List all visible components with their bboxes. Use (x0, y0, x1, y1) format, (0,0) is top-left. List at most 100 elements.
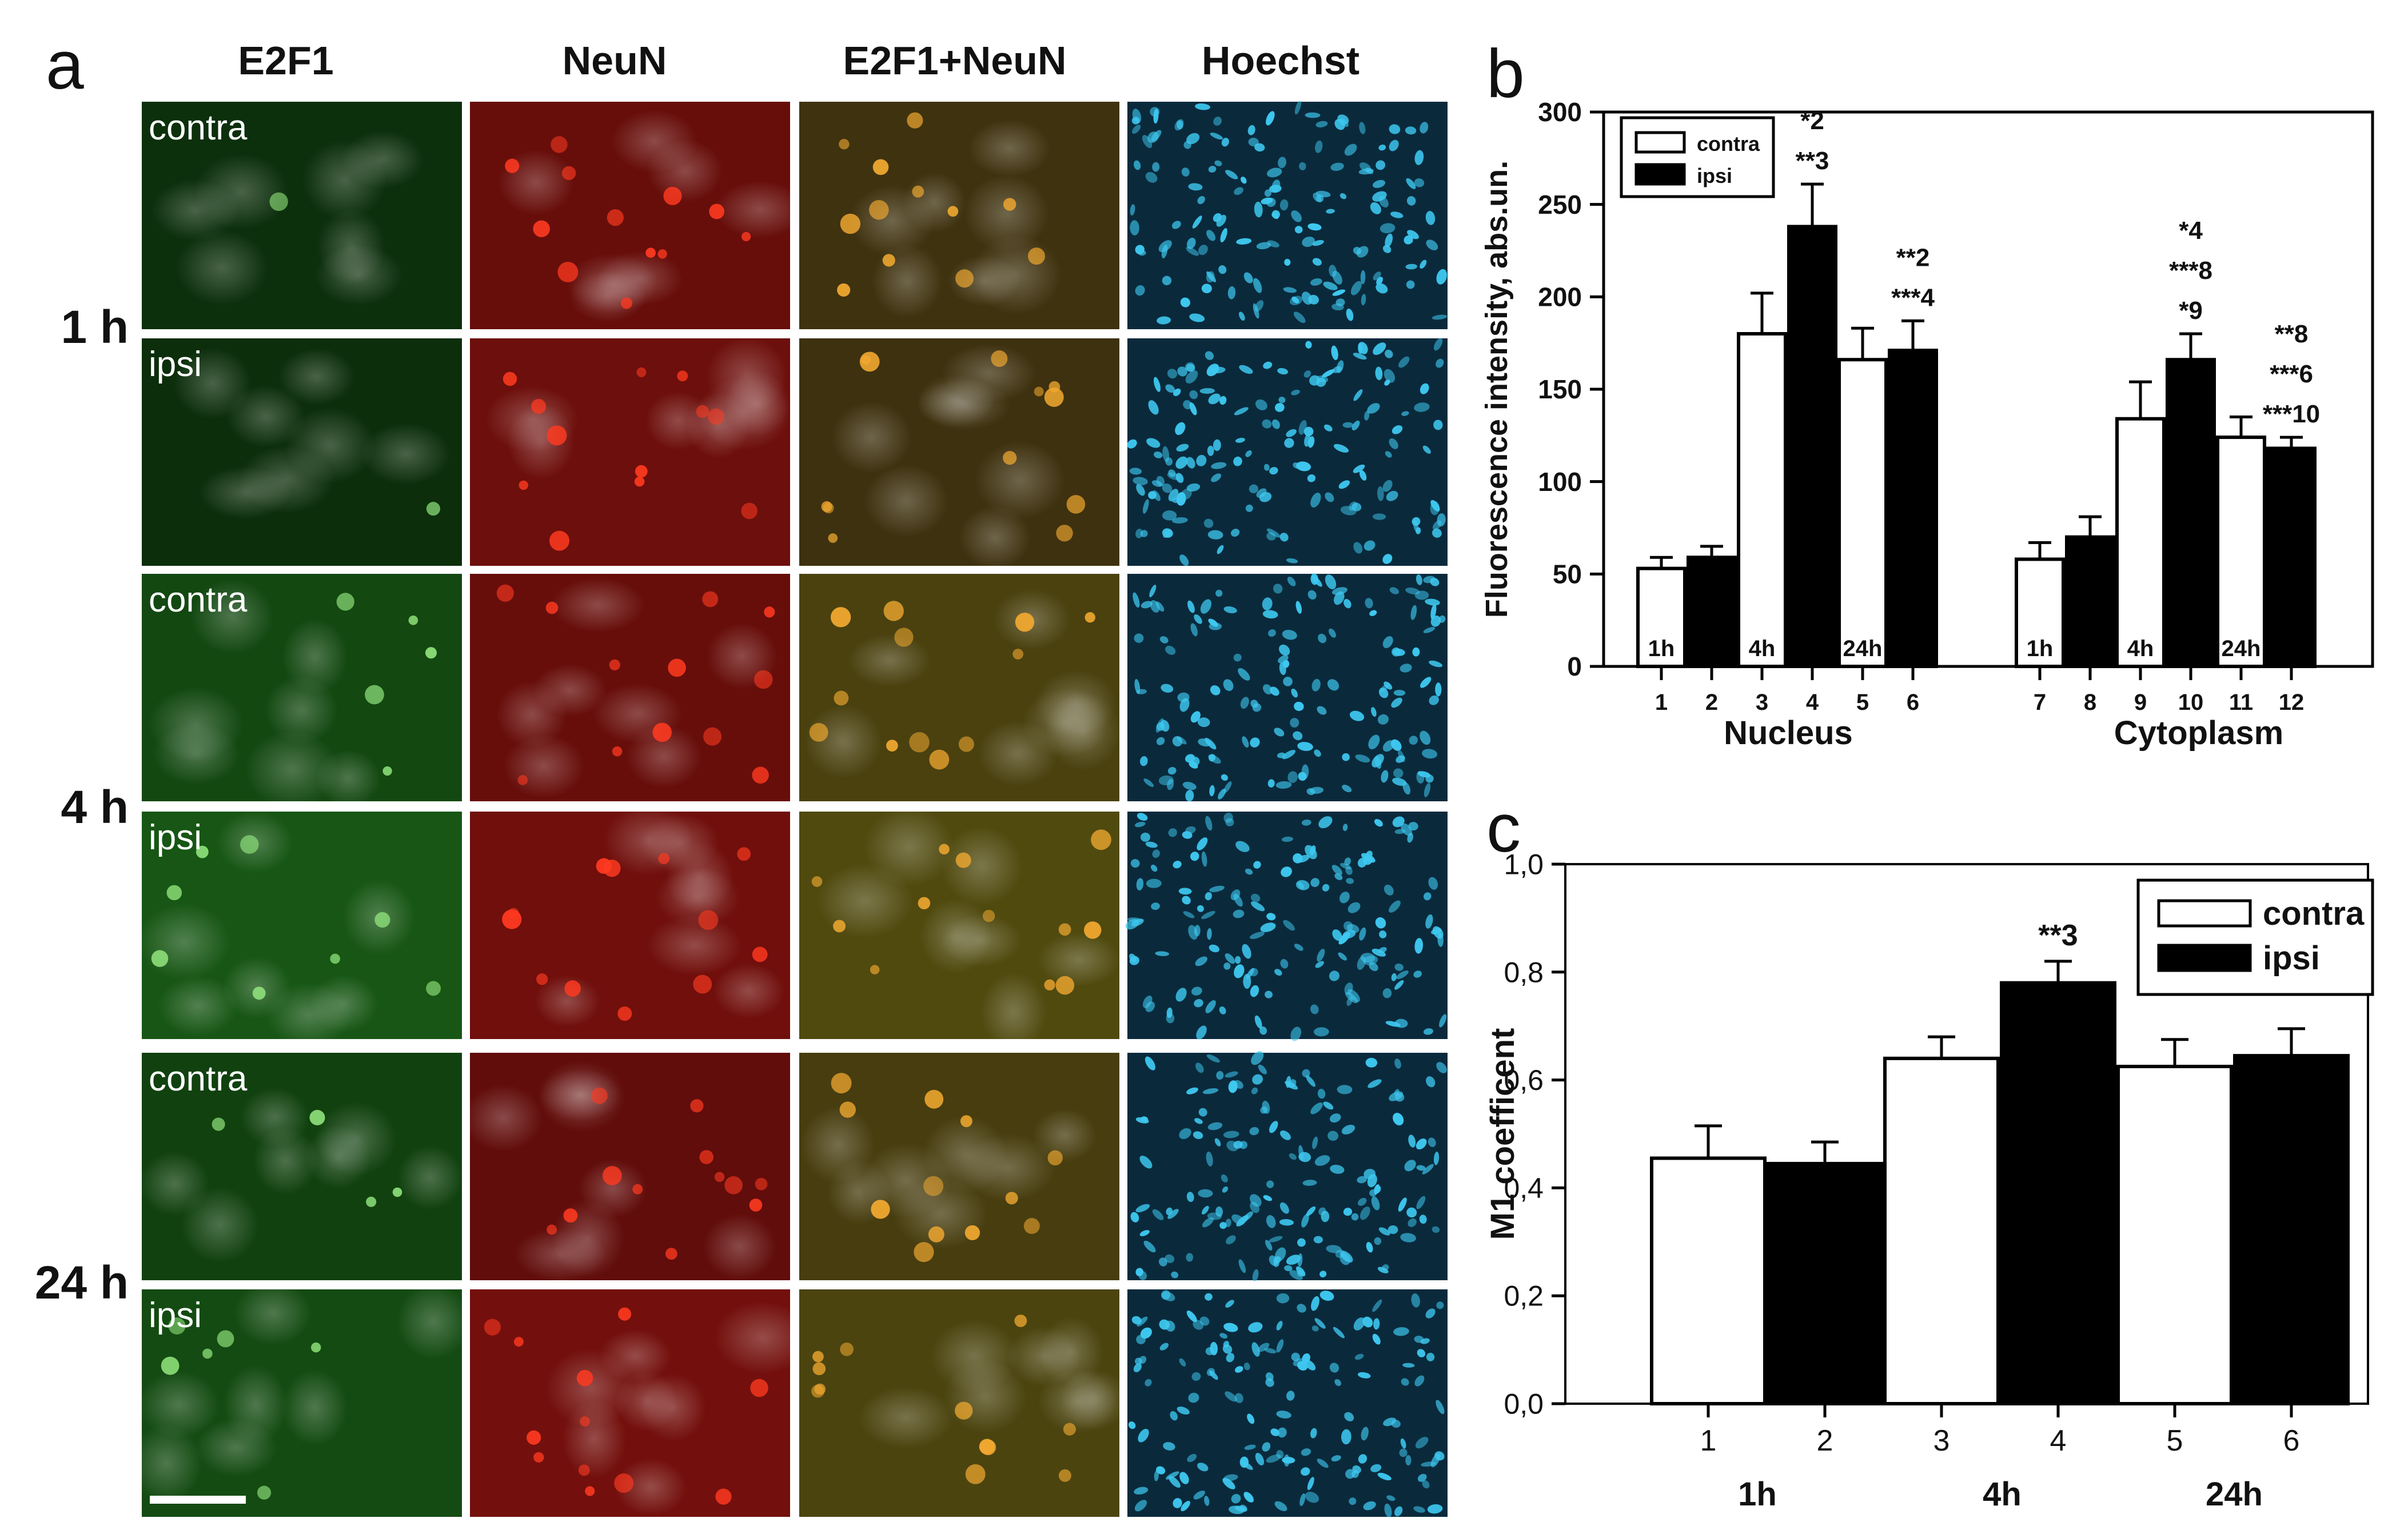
micrograph-tile (463, 1053, 790, 1282)
bar-contra (2216, 436, 2266, 668)
tile-label: ipsi (149, 818, 202, 857)
x-tick-label: 9 (2134, 690, 2147, 715)
bar-contra (2015, 557, 2065, 669)
x-tick-label: 5 (2167, 1424, 2183, 1457)
bar-time-label: 1h (1648, 636, 1675, 661)
group-label: 24h (2206, 1476, 2263, 1513)
x-tick-label: 6 (1907, 690, 1919, 715)
column-header: Hoechst (1202, 38, 1360, 83)
m1-coefficient-bar-chart: c 0,0 0,2 0,4 0,6 0,8 1,0 M1 coefficent 1 2 3 4 5 6 1h… (1484, 790, 2374, 1513)
bar-ipsi (2166, 358, 2216, 668)
micrograph-tile (799, 102, 1119, 329)
tile-label: ipsi (149, 345, 202, 384)
x-tick-label: 5 (1856, 690, 1869, 715)
y-tick-label: 200 (1538, 282, 1582, 311)
bar-contra (1737, 332, 1787, 668)
bar-ipsi (1687, 556, 1737, 668)
group-label: 1h (1738, 1476, 1777, 1513)
micrograph-tile (1127, 573, 1448, 802)
y-tick-label: 50 (1553, 559, 1582, 589)
x-tick-label: 11 (2229, 690, 2253, 715)
x-tick-label: 10 (2178, 690, 2204, 715)
significance-label: *4 (2179, 217, 2203, 245)
legend-label: contra (1697, 132, 1760, 155)
time-label: 1 h (61, 301, 129, 353)
bar-ipsi (1787, 225, 1837, 668)
x-tick-label: 3 (1933, 1424, 1950, 1457)
significance-label: *9 (2179, 297, 2203, 325)
bar-contra (2115, 417, 2166, 668)
x-tick-label: 6 (2283, 1424, 2300, 1457)
micrograph-tile (1127, 100, 1448, 329)
bar-contra (1837, 358, 1888, 668)
y-tick-label: 0,4 (1504, 1172, 1544, 1204)
bar-ipsi (1888, 349, 1938, 668)
y-tick-label: 0,0 (1504, 1388, 1544, 1420)
x-tick-label: 1 (1655, 690, 1668, 715)
panel-letter: b (1486, 35, 1525, 112)
legend-swatch (1634, 131, 1686, 154)
micrograph-tile (470, 574, 790, 801)
x-tick-label: 1 (1700, 1424, 1717, 1457)
micrograph-tile: ipsi (130, 1281, 471, 1517)
time-label: 24 h (35, 1257, 129, 1309)
significance-label: ***10 (2263, 400, 2320, 428)
x-tick-label: 12 (2279, 690, 2305, 715)
legend-box (2136, 878, 2374, 996)
time-label: 4 h (61, 781, 129, 833)
scale-bar (150, 1496, 246, 1504)
bar-contra (2116, 1065, 2233, 1405)
y-tick-label: 0 (1567, 652, 1582, 681)
x-tick-label: 2 (1817, 1424, 1833, 1457)
column-header: E2F1 (238, 38, 333, 83)
x-tick-label: 2 (1705, 690, 1718, 715)
bar-contra (1883, 1056, 2000, 1405)
group-label: Cytoplasm (2114, 714, 2284, 752)
y-tick-label: 150 (1538, 374, 1582, 404)
x-tick-label: 7 (2034, 690, 2046, 715)
legend-swatch (2157, 899, 2252, 928)
micrograph-tile (1127, 338, 1448, 566)
significance-label: ***4 (1891, 283, 1935, 311)
significance-label: ***6 (2270, 360, 2313, 388)
y-tick-label: 100 (1538, 467, 1582, 497)
bar-ipsi (2000, 981, 2116, 1406)
bar-ipsi (2266, 446, 2317, 668)
legend-swatch (2157, 944, 2252, 972)
tile-label: contra (149, 108, 248, 147)
bar-time-label: 4h (2127, 636, 2154, 661)
micrograph-tile (1127, 1051, 1448, 1282)
panel-letter: c (1486, 790, 1521, 866)
micrograph-tile (1125, 812, 1448, 1041)
significance-label: **3 (2038, 919, 2078, 952)
micrograph-tile (1127, 1289, 1448, 1517)
y-tick-label: 250 (1538, 190, 1582, 219)
tile-label: ipsi (149, 1296, 202, 1335)
y-axis-label: M1 coefficent (1484, 1028, 1521, 1240)
micrograph-tile (799, 1289, 1129, 1517)
micrograph-tile (470, 102, 804, 329)
bar-time-label: 24h (2222, 636, 2261, 661)
x-tick-label: 8 (2084, 690, 2096, 715)
y-tick-label: 0,8 (1504, 956, 1544, 988)
bar-time-label: 4h (1749, 636, 1776, 661)
micrograph-tile (799, 1053, 1119, 1280)
micrograph-tile: contra (139, 1053, 463, 1280)
micrograph-tile (470, 804, 790, 1039)
x-tick-label: 4 (1806, 690, 1819, 715)
bar-ipsi (2065, 535, 2115, 669)
y-tick-label: 0,6 (1504, 1064, 1544, 1096)
micrograph-tile (799, 338, 1119, 570)
micrograph-panel-a: a E2F1 NeuN E2F1+NeuN Hoechst 1 h 4 h 24 h co… (35, 27, 1448, 1517)
significance-label: **2 (1896, 243, 1930, 271)
significance-label: ***8 (2169, 257, 2212, 285)
micrograph-tile (799, 806, 1121, 1052)
micrograph-tile (470, 1289, 811, 1517)
bar-time-label: 1h (2027, 636, 2054, 661)
y-tick-label: 1,0 (1504, 849, 1544, 881)
legend-label: ipsi (2263, 940, 2320, 977)
bar-ipsi (1767, 1161, 1883, 1406)
legend-label: ipsi (1697, 164, 1732, 187)
micrograph-tile: contra (142, 574, 462, 809)
